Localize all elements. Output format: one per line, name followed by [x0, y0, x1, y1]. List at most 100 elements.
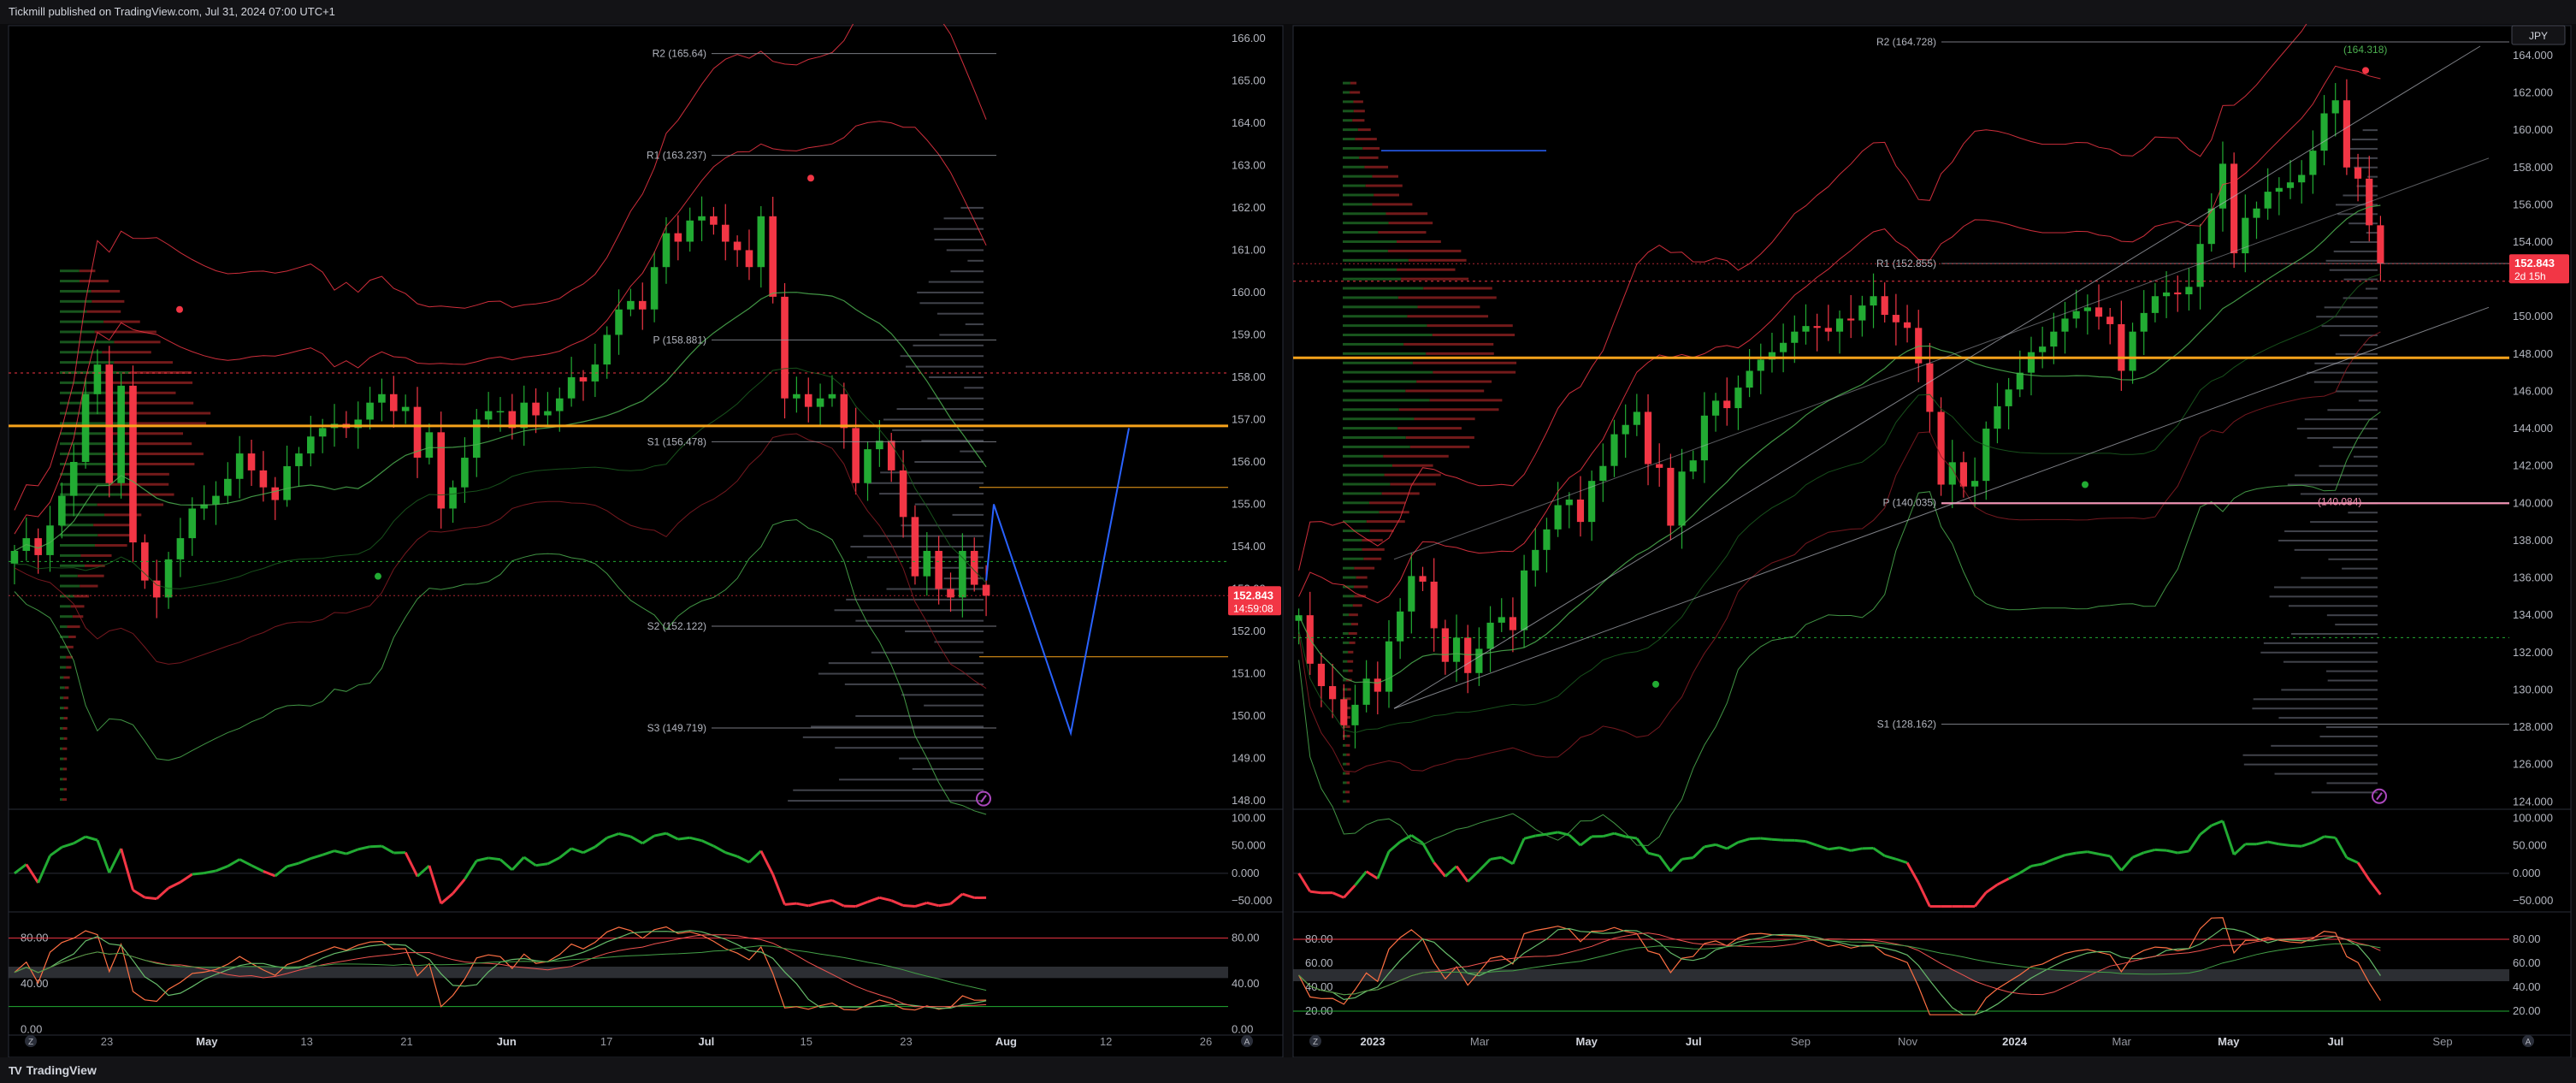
pivot-levels: R2 (165.64) R1 (163.237) P (158.881) S1 (15…: [647, 48, 996, 734]
volume-profile-bar-green: [1343, 100, 1354, 104]
date-tick-label: Nov: [1898, 1035, 1918, 1048]
left-chart[interactable]: 166.00 165.00 164.00 163.00 162.00 161.00 160.…: [8, 24, 1284, 1057]
session-volume-bar: [946, 249, 984, 252]
volume-profile-bar-green: [1343, 324, 1427, 328]
candle-body: [2219, 163, 2227, 209]
price-tick-label: 124.000: [2513, 795, 2553, 808]
date-tick-label: Mar: [2112, 1035, 2132, 1048]
session-volume-bar: [2345, 147, 2378, 150]
volume-profile-bar-green: [1343, 781, 1347, 784]
candle-body: [1565, 499, 1573, 506]
oscillator-1-segment: [2256, 840, 2268, 846]
oscillator-1-segment: [156, 887, 170, 900]
session-volume-bar: [2343, 194, 2378, 197]
envelope-lower: [14, 367, 987, 589]
oscillator-1-segment: [1614, 831, 1627, 838]
candle-body: [1486, 622, 1494, 649]
oscillator-1-segment: [511, 856, 525, 871]
volume-profile-bar-green: [60, 524, 94, 527]
volume-profile-bar-red: [114, 340, 161, 344]
session-volume-bar: [2326, 670, 2378, 672]
candle-body: [93, 364, 102, 394]
oscillator-1-segment: [1332, 891, 1344, 899]
volume-profile-bar-red: [1352, 604, 1362, 607]
session-volume-bar: [899, 757, 984, 760]
oscillator-1-segment: [1297, 873, 1312, 892]
candle-body: [674, 233, 682, 242]
candle-body: [567, 376, 576, 399]
price-tick-label: 159.00: [1232, 328, 1266, 340]
session-volume-bar: [828, 662, 984, 665]
session-volume-bar: [2366, 232, 2378, 234]
session-volume-bar: [2274, 772, 2378, 775]
candle-body: [520, 402, 529, 429]
right-chart[interactable]: 164.000 162.000 160.000 158.000 156.000 154.0…: [1292, 24, 2572, 1057]
session-volume-bar: [855, 715, 984, 718]
oscillator-1-segment: [85, 835, 98, 842]
session-volume-bar: [917, 291, 984, 293]
volume-profile-bar-red: [123, 391, 176, 394]
trend-channel-mid: [1393, 157, 2490, 560]
candle-body: [2027, 352, 2035, 373]
oscillator-1-segment: [2177, 849, 2189, 855]
oscillator-1-segment: [464, 860, 478, 880]
oscillator-1-segment: [346, 848, 359, 855]
candle-body: [1734, 388, 1742, 409]
oscillator-1-segment: [1905, 861, 1920, 884]
oscillator-1-segment: [2188, 833, 2201, 852]
candle-body: [982, 584, 990, 596]
session-volume-bar: [802, 736, 984, 738]
volume-profile-bar-red: [131, 462, 195, 465]
oscillator-1-segment: [1973, 891, 1988, 908]
pivot-marker-red: [2362, 67, 2369, 74]
oscillator-1-segment: [2368, 879, 2382, 896]
oscillator-1-segment: [1985, 883, 1999, 894]
volume-profile-bar-green: [1343, 184, 1366, 187]
candle-body: [615, 309, 623, 335]
oscillator-1-segment: [204, 869, 216, 875]
candle-body: [46, 525, 54, 555]
price-tick-label: 162.000: [2513, 86, 2553, 99]
candle-body: [1780, 342, 1787, 352]
candle-body: [1362, 678, 1370, 705]
candle-body: [1374, 678, 1381, 692]
oscillator-1-segment: [724, 851, 738, 858]
pivot-label: R2 (165.64): [653, 48, 706, 60]
volume-profile-bar-green: [60, 666, 67, 669]
candle-body: [627, 300, 635, 310]
candle-body: [935, 550, 942, 589]
oscillator-1-segment: [145, 896, 157, 901]
volume-profile-bar-red: [1356, 576, 1368, 579]
oscillator-1-segment: [322, 849, 335, 856]
volume-profile-bar-red: [1346, 800, 1350, 803]
volume-profile-bar-green: [60, 737, 64, 740]
session-volume-bar: [2349, 222, 2378, 225]
session-volume-bar: [863, 535, 984, 537]
session-volume-bar: [2287, 483, 2378, 486]
volume-profile-bar-red: [1349, 613, 1358, 617]
candle-body: [1498, 617, 1505, 623]
oscillator-1-segment: [902, 903, 916, 908]
candle-body: [318, 428, 327, 437]
session-volume-bar: [928, 281, 984, 283]
oscillator-1-segment: [428, 865, 443, 904]
tradingview-logo[interactable]: TV TradingView: [9, 1063, 97, 1077]
candle-body: [1926, 363, 1934, 412]
volume-profile-bar-green: [1343, 128, 1358, 132]
stoch-d: [1298, 927, 2381, 1015]
oscillator-2-tick-left: 0.00: [21, 1022, 42, 1035]
chart-canvas[interactable]: 166.00 165.00 164.00 163.00 162.00 161.00 160.…: [0, 24, 2576, 1057]
session-volume-bar: [2319, 465, 2378, 467]
bollinger-outer-upper: [14, 24, 987, 511]
session-volume-bar: [919, 302, 984, 305]
oscillator-1-segment: [1805, 840, 1818, 847]
candle-body: [1937, 411, 1945, 485]
oscillator-1-segment: [867, 896, 880, 903]
oscillator-1-segment: [2199, 824, 2213, 836]
volume-profile-bar-green: [60, 595, 74, 598]
oscillator-1-segment: [2076, 850, 2089, 855]
session-volume-bar: [2271, 744, 2378, 747]
volume-profile-bar-green: [1343, 753, 1347, 756]
session-volume-bar: [2346, 157, 2378, 159]
